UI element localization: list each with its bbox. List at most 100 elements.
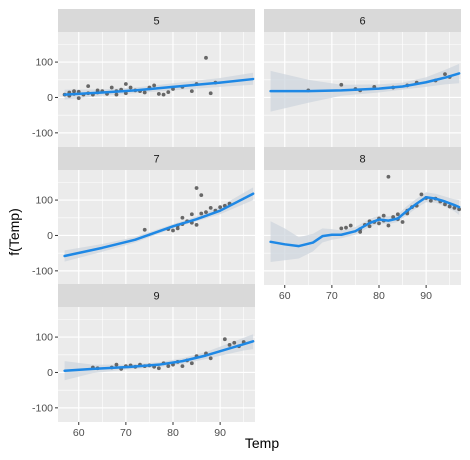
data-point bbox=[156, 366, 161, 371]
facet-7: 7 bbox=[58, 147, 255, 285]
data-point bbox=[222, 337, 227, 342]
facet-panels: 5 6 7 8 9 bbox=[58, 9, 461, 422]
y-tick-label: -100 bbox=[32, 265, 53, 277]
data-point bbox=[175, 226, 180, 231]
trend-line bbox=[269, 195, 461, 248]
data-point bbox=[142, 227, 147, 232]
data-point bbox=[194, 186, 199, 190]
data-point bbox=[95, 88, 100, 93]
y-axis: -100 0 100 bbox=[32, 57, 58, 139]
data-point bbox=[428, 198, 433, 203]
x-tick-label: 80 bbox=[373, 290, 385, 302]
data-point bbox=[109, 85, 114, 90]
data-point bbox=[152, 83, 157, 88]
data-point bbox=[367, 224, 372, 229]
data-point bbox=[180, 215, 185, 220]
data-point bbox=[208, 91, 213, 96]
data-point bbox=[419, 192, 424, 197]
confidence-band bbox=[270, 63, 460, 112]
facet-label: 7 bbox=[153, 154, 159, 166]
x-axis: 60 70 80 90 bbox=[73, 422, 226, 439]
data-point bbox=[180, 364, 185, 368]
data-point bbox=[218, 205, 223, 210]
data-point bbox=[189, 89, 194, 93]
y-tick-label: 0 bbox=[47, 230, 53, 242]
x-tick-label: 70 bbox=[120, 427, 132, 439]
facet-9: 9 bbox=[58, 284, 255, 422]
facet-label: 9 bbox=[153, 291, 159, 303]
confidence-band bbox=[64, 187, 254, 262]
data-point bbox=[166, 90, 171, 95]
data-point bbox=[232, 340, 237, 345]
data-point bbox=[114, 92, 119, 97]
data-point bbox=[161, 92, 166, 97]
x-tick-label: 60 bbox=[279, 290, 291, 302]
panel-background bbox=[58, 170, 255, 285]
y-axis: -100 0 100 bbox=[32, 195, 58, 277]
facet-label: 8 bbox=[359, 154, 365, 166]
gridlines bbox=[264, 32, 461, 147]
y-tick-label: -100 bbox=[32, 127, 53, 139]
data-point bbox=[395, 212, 400, 217]
trend-line bbox=[269, 72, 461, 93]
data-point bbox=[156, 92, 161, 96]
facet-strip bbox=[264, 147, 461, 170]
y-tick-label: 100 bbox=[35, 332, 53, 344]
y-axis: -100 0 100 bbox=[32, 332, 58, 414]
facet-strip bbox=[58, 9, 255, 32]
data-point bbox=[128, 85, 133, 90]
data-point bbox=[447, 204, 452, 209]
trend-line bbox=[63, 340, 255, 372]
data-point bbox=[204, 210, 208, 215]
data-point bbox=[443, 72, 447, 77]
data-point bbox=[457, 207, 461, 212]
data-point bbox=[227, 342, 232, 347]
data-point bbox=[452, 205, 457, 210]
x-tick-label: 90 bbox=[420, 290, 432, 302]
x-tick-label: 80 bbox=[167, 427, 179, 439]
data-point bbox=[123, 82, 128, 86]
data-point bbox=[171, 228, 175, 233]
data-point bbox=[208, 356, 213, 361]
data-point bbox=[204, 55, 208, 60]
x-axes: 60 70 80 90 60 70 80 90 bbox=[73, 285, 432, 439]
data-point bbox=[142, 90, 147, 95]
data-point bbox=[76, 96, 81, 101]
y-tick-label: 0 bbox=[47, 367, 53, 379]
data-point bbox=[391, 215, 396, 219]
data-point bbox=[189, 212, 194, 217]
trend-line bbox=[63, 77, 255, 96]
x-tick-label: 60 bbox=[73, 427, 85, 439]
gridlines bbox=[58, 170, 255, 285]
data-point bbox=[400, 220, 405, 224]
data-point bbox=[386, 174, 391, 179]
data-point bbox=[344, 225, 348, 230]
y-axis-title: f(Temp) bbox=[6, 208, 22, 255]
data-point bbox=[199, 211, 204, 216]
facet-strip bbox=[58, 147, 255, 170]
data-point bbox=[386, 223, 391, 228]
data-point bbox=[339, 82, 344, 87]
facet-5: 5 bbox=[58, 9, 255, 147]
gridlines bbox=[264, 170, 461, 285]
data-point bbox=[208, 205, 213, 210]
y-tick-label: -100 bbox=[32, 402, 53, 414]
data-point bbox=[166, 364, 171, 368]
data-point bbox=[194, 222, 199, 227]
data-point bbox=[114, 362, 119, 367]
data-point bbox=[381, 213, 386, 218]
facet-strip bbox=[264, 9, 461, 32]
data-point bbox=[199, 193, 204, 198]
x-tick-label: 90 bbox=[214, 427, 226, 439]
data-point bbox=[358, 230, 363, 234]
y-tick-label: 0 bbox=[47, 92, 53, 104]
x-tick-label: 70 bbox=[326, 290, 338, 302]
data-point bbox=[86, 84, 91, 89]
y-tick-label: 100 bbox=[35, 57, 53, 69]
x-axis: 60 70 80 90 bbox=[279, 285, 432, 302]
y-axes: -100 0 100 -100 0 100 -100 0 100 bbox=[32, 57, 58, 414]
facet-6: 6 bbox=[264, 9, 461, 147]
facet-label: 5 bbox=[153, 16, 159, 28]
trend-line bbox=[63, 192, 255, 258]
